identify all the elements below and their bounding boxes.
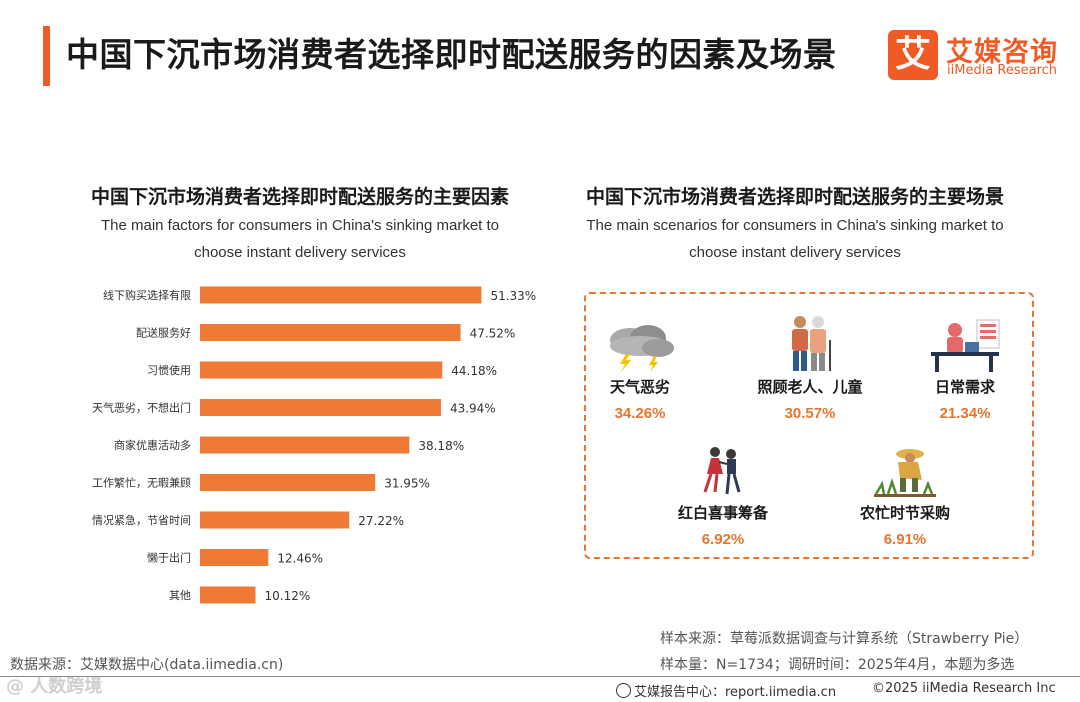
- globe-icon: [616, 683, 631, 698]
- logo-mark: 艾: [888, 30, 938, 80]
- bar-value-label: 12.46%: [277, 552, 323, 566]
- bar-category-label: 工作繁忙，无暇兼顾: [92, 476, 191, 490]
- scenario-weddings-funerals: 红白喜事筹备 6.92%: [648, 444, 798, 548]
- bar-category-label: 情况紧急，节省时间: [92, 513, 191, 527]
- logo-text-cn: 艾媒咨询: [946, 37, 1058, 68]
- bar-value-label: 51.33%: [490, 289, 536, 303]
- scenario-value: 30.57%: [784, 405, 836, 422]
- bar-category-label: 其他: [169, 589, 191, 602]
- watermark: @ 人数跨境: [6, 676, 103, 697]
- farmer-icon: [874, 449, 936, 497]
- bar-category-label: 懒于出门: [147, 551, 191, 565]
- left-panel-title: 中国下沉市场消费者选择即时配送服务的主要因素: [90, 186, 509, 208]
- footer-divider: [0, 676, 1080, 677]
- bar-category-label: 天气恶劣，不想出门: [92, 401, 191, 415]
- bar: [200, 361, 443, 379]
- scenario-weather: 天气恶劣 34.26%: [565, 318, 715, 422]
- bar: [200, 286, 482, 304]
- right-panel-subtitle-line1: The main scenarios for consumers in Chin…: [586, 217, 1004, 234]
- scenarios-box: [584, 292, 1034, 559]
- scenario-label: 红白喜事筹备: [677, 504, 768, 522]
- bar-category-label: 线下购买选择有限: [103, 288, 191, 302]
- factors-bar-chart: 线下购买选择有限 51.33% 配送服务好 47.52% 习惯使用 44.18% 天气恶劣，…: [92, 286, 536, 604]
- bar-value-label: 27.22%: [358, 514, 404, 528]
- desk-worker-icon: [931, 319, 1000, 372]
- scenario-value: 21.34%: [939, 405, 991, 422]
- bar: [200, 586, 256, 604]
- bar: [200, 549, 269, 566]
- scenario-label: 日常需求: [934, 378, 995, 396]
- logo-text-en: iiMedia Research: [947, 63, 1058, 78]
- page-title: 中国下沉市场消费者选择即时配送服务的因素及场景: [66, 35, 837, 74]
- scenario-value: 6.92%: [701, 531, 745, 548]
- bar-category-label: 商家优惠活动多: [114, 438, 191, 452]
- right-panel-subtitle-line2: choose instant delivery services: [689, 244, 901, 261]
- copyright: ©2025 iiMedia Research Inc: [872, 681, 1056, 696]
- bar-value-label: 31.95%: [384, 477, 430, 491]
- scenario-elderly-children: 照顾老人、儿童 30.57%: [735, 314, 885, 422]
- report-center-text: 艾媒报告中心：report.iimedia.cn: [634, 685, 837, 700]
- bar: [200, 474, 376, 491]
- data-source-note: 数据来源：艾媒数据中心(data.iimedia.cn): [10, 657, 284, 673]
- report-center-link[interactable]: 艾媒报告中心：report.iimedia.cn: [616, 681, 836, 700]
- bar: [200, 511, 350, 529]
- right-panel-title: 中国下沉市场消费者选择即时配送服务的主要场景: [585, 186, 1004, 208]
- scenario-label: 农忙时节采购: [859, 504, 950, 522]
- bar-value-label: 44.18%: [451, 364, 497, 378]
- bar: [200, 436, 410, 454]
- iimedia-logo: 艾 艾媒咨询 iiMedia Research: [888, 28, 1068, 82]
- scenario-daily-needs: 日常需求 21.34%: [890, 318, 1040, 422]
- left-panel-subtitle-line1: The main factors for consumers in China'…: [100, 217, 500, 234]
- sample-size-note: 样本量：N=1734；调研时间：2025年4月，本题为多选: [660, 657, 1015, 673]
- left-panel-subtitle: The main factors for consumers in China'…: [40, 212, 560, 266]
- sample-source-note: 样本来源：草莓派数据调查与计算系统（Strawberry Pie）: [660, 631, 1029, 647]
- right-panel-subtitle: The main scenarios for consumers in Chin…: [555, 212, 1035, 266]
- bar: [200, 324, 461, 341]
- bar-category-label: 配送服务好: [136, 326, 191, 340]
- scenario-farming-season: 农忙时节采购 6.91%: [830, 444, 980, 548]
- scenario-label: 照顾老人、儿童: [757, 378, 863, 396]
- bar-value-label: 10.12%: [264, 589, 310, 603]
- dancing-couple-icon: [703, 447, 741, 495]
- scenario-label: 天气恶劣: [609, 378, 670, 396]
- bar-value-label: 43.94%: [450, 402, 496, 416]
- elderly-care-icon: [792, 316, 831, 371]
- title-accent-bar: [43, 26, 50, 86]
- scenario-value: 34.26%: [614, 405, 666, 422]
- left-panel-subtitle-line2: choose instant delivery services: [194, 244, 406, 261]
- scenario-value: 6.91%: [883, 531, 927, 548]
- bar-value-label: 38.18%: [418, 439, 464, 453]
- bar-category-label: 习惯使用: [147, 363, 191, 377]
- storm-cloud-icon: [610, 325, 674, 372]
- bar-value-label: 47.52%: [470, 327, 516, 341]
- bar: [200, 399, 441, 416]
